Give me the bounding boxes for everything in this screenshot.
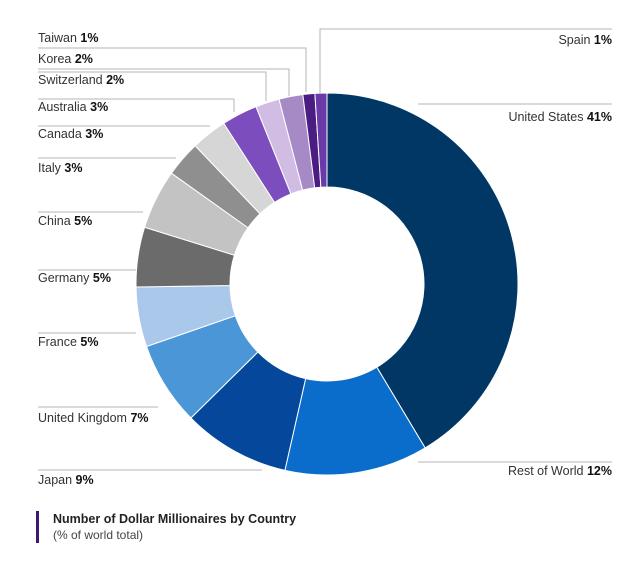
label-france: France 5% [38,335,98,349]
leader-lines [38,28,612,471]
label-rest-of-world: Rest of World 12% [508,464,612,478]
label-spain: Spain 1% [558,33,612,47]
label-korea: Korea 2% [38,52,93,66]
slice-united-states [326,92,519,449]
slice-spain [314,92,328,188]
leader-korea [38,68,290,96]
leader-switzerland [38,71,267,101]
label-united-states: United States 41% [508,110,612,124]
leader-australia [38,98,235,112]
chart-caption: Number of Dollar Millionaires by Country… [36,511,296,543]
label-germany: Germany 5% [38,271,111,285]
donut-slices [135,92,519,476]
label-switzerland: Switzerland 2% [38,73,124,87]
label-japan: Japan 9% [38,473,94,487]
chart-title: Number of Dollar Millionaires by Country [53,512,297,526]
label-united-kingdom: United Kingdom 7% [38,411,149,425]
label-australia: Australia 3% [38,100,108,114]
label-china: China 5% [38,214,92,228]
label-canada: Canada 3% [38,127,103,141]
label-taiwan: Taiwan 1% [38,31,98,45]
leader-taiwan [38,47,307,92]
chart-subtitle: (% of world total) [53,528,144,542]
label-italy: Italy 3% [38,161,83,175]
leader-spain [319,28,612,93]
